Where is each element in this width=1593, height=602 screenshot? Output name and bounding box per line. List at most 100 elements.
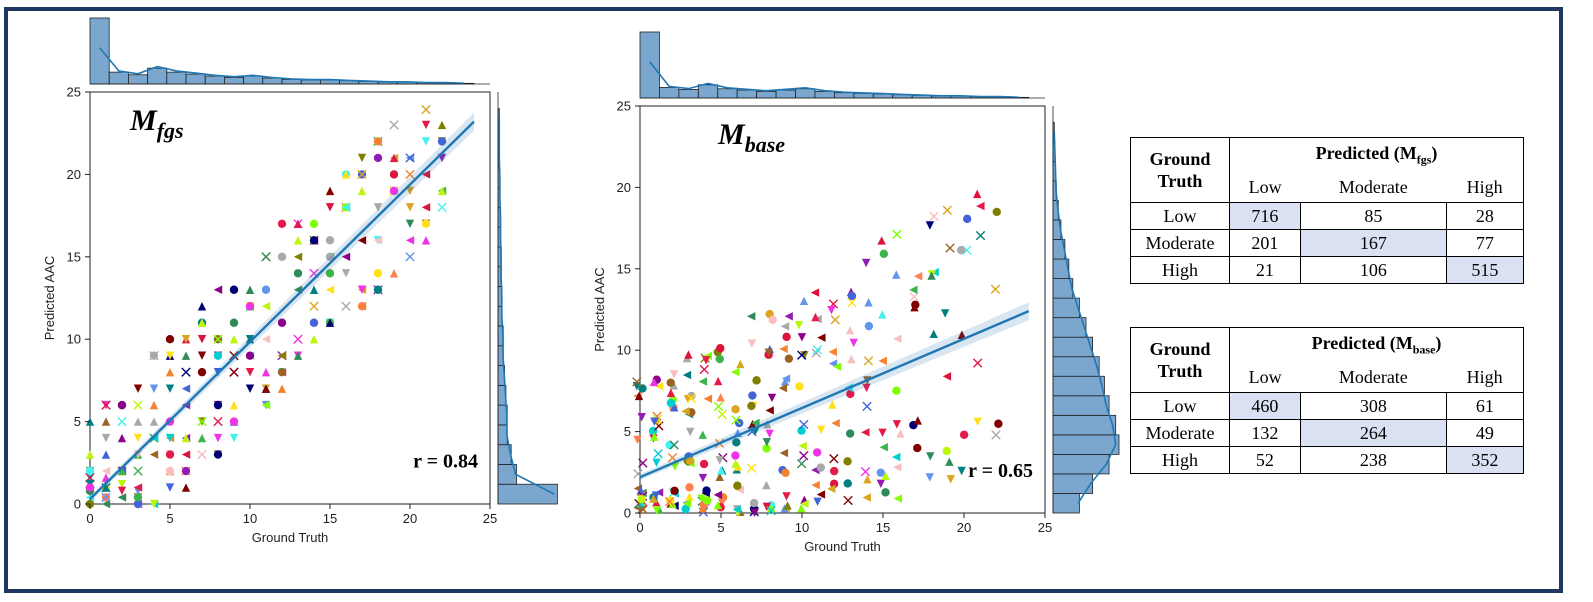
data-point (716, 344, 725, 353)
data-point (197, 335, 207, 344)
data-point (245, 351, 255, 360)
hist-bar-x (243, 75, 264, 85)
data-point (766, 506, 776, 516)
data-point (85, 466, 95, 476)
data-point (862, 401, 872, 412)
x-tick-label: 10 (795, 520, 809, 535)
data-point (863, 475, 872, 484)
data-point (373, 153, 383, 163)
data-point (876, 468, 885, 477)
data-point (649, 377, 659, 387)
data-point (357, 169, 367, 180)
data-point (994, 419, 1003, 428)
hist-bar-x (108, 71, 129, 85)
data-point (133, 466, 143, 476)
hist-bar-y (1052, 317, 1087, 338)
data-point (829, 453, 839, 464)
data-point (703, 351, 712, 361)
chart-title: Mbase (717, 118, 785, 157)
hist-bar-x (833, 92, 855, 99)
data-point (877, 236, 886, 245)
y-tick-label: 20 (617, 180, 631, 195)
data-point (357, 186, 367, 196)
y-tick-label: 5 (74, 414, 81, 429)
data-point (784, 312, 793, 321)
data-point (277, 252, 287, 261)
x-axis-label: Ground Truth (804, 539, 881, 554)
data-point (827, 484, 836, 494)
table-cell: 238 (1299, 446, 1447, 474)
data-point (893, 334, 902, 343)
data-point (909, 292, 919, 302)
data-point (101, 499, 111, 509)
data-point (437, 120, 447, 130)
data-point (781, 374, 791, 383)
data-point (637, 503, 648, 514)
data-point (767, 503, 776, 513)
x-tick-label: 5 (166, 511, 173, 526)
y-axis-label: Predicted AAC (42, 256, 57, 341)
data-point (957, 466, 966, 476)
data-point (892, 420, 902, 429)
data-point (133, 400, 143, 410)
data-point (293, 236, 303, 245)
data-point (797, 503, 806, 513)
hist-bar-x (166, 71, 187, 85)
data-point (373, 236, 383, 245)
data-point (405, 252, 415, 262)
data-point (421, 120, 431, 130)
col-header-sub: base (1412, 342, 1436, 357)
data-point (703, 394, 713, 403)
data-point (830, 315, 840, 325)
data-point (962, 214, 972, 224)
x-tick-label: 0 (636, 520, 643, 535)
row-label: Moderate (1130, 229, 1230, 257)
data-point (746, 312, 756, 321)
hist-bar-y (1052, 336, 1093, 358)
data-point (277, 219, 287, 229)
data-point (893, 463, 902, 472)
data-point (892, 229, 902, 240)
data-point (117, 416, 127, 427)
data-point (389, 120, 399, 130)
hist-bar-x (300, 79, 321, 85)
plot-area (639, 105, 1046, 514)
x-axis-label: Ground Truth (252, 530, 329, 545)
table-cell: 308 (1299, 392, 1447, 420)
data-point (782, 332, 791, 342)
data-point (956, 245, 966, 255)
data-point (638, 384, 647, 393)
data-point (701, 488, 710, 498)
table-cell: 21 (1229, 256, 1301, 284)
data-point (421, 104, 431, 115)
data-point (325, 285, 335, 294)
hist-bar-y (497, 424, 508, 446)
data-point (811, 480, 820, 490)
data-point (389, 186, 399, 196)
table-cell: 264 (1299, 419, 1447, 447)
marginal-histogram-y (497, 92, 558, 505)
data-point (703, 496, 712, 505)
data-point (197, 433, 207, 443)
data-point (165, 367, 175, 377)
data-point (879, 443, 888, 452)
data-point (133, 493, 143, 502)
data-point (309, 301, 319, 311)
data-point (197, 416, 207, 427)
data-point (373, 137, 383, 146)
data-point (650, 432, 659, 441)
data-point (829, 466, 839, 476)
data-point (686, 427, 695, 437)
data-point (731, 367, 740, 377)
data-point (325, 252, 335, 261)
data-point (293, 252, 303, 261)
data-point (847, 291, 857, 301)
hist-bar-x (717, 88, 738, 99)
data-point (682, 499, 692, 508)
data-point (957, 330, 967, 339)
data-point (229, 285, 239, 294)
data-point (784, 354, 794, 363)
data-point (101, 483, 111, 492)
data-point (650, 417, 659, 426)
hist-bar-x (697, 84, 719, 99)
